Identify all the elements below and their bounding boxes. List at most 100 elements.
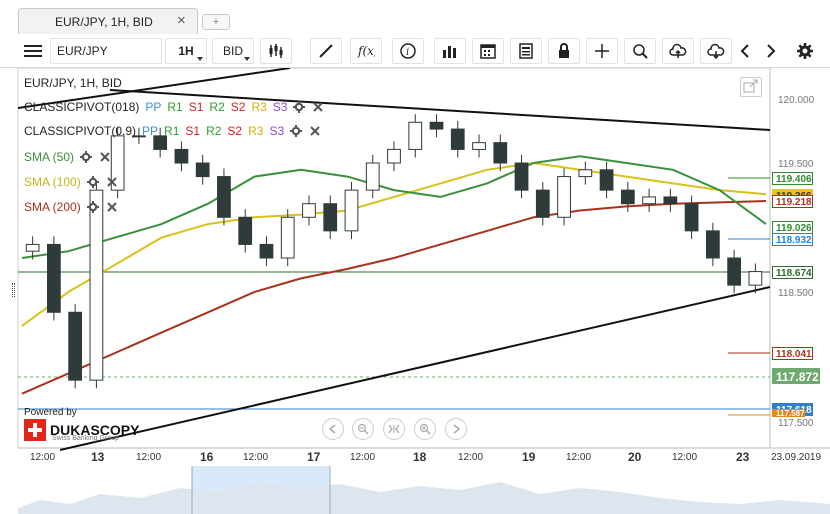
reset-view-button[interactable] [383,418,405,440]
day-label: 16 [200,450,214,464]
gear-icon[interactable] [86,201,99,213]
close-icon[interactable] [313,102,324,112]
candle-body [748,271,763,286]
day-label: 17 [307,450,321,464]
volume-button[interactable] [434,38,466,64]
price-tag-s3: 117.587 [772,409,806,417]
chart-area[interactable]: EUR/JPY, 1H, BID CLASSICPIVOT(018) PP R1… [0,68,830,514]
draw-line-icon [319,44,333,58]
price-tag-last: 118.674 [772,266,813,279]
day-label: 19 [522,450,536,464]
close-icon[interactable] [106,202,117,212]
menu-button[interactable] [18,38,48,64]
crosshair-button[interactable] [586,38,618,64]
chart-tab[interactable]: EUR/JPY, 1H, BID × [18,8,198,34]
sma100-label: SMA (100) [24,175,81,189]
candle-body [68,311,83,381]
gear-icon[interactable] [80,151,93,163]
pivot1-s1: S1 [188,100,204,114]
candle-body [302,203,316,218]
prev-button[interactable] [734,38,756,64]
candle-body [450,128,465,150]
pivot2-r3: R3 [248,124,264,138]
crosshair-icon [595,44,609,58]
lock-button[interactable] [548,38,580,64]
report-button[interactable] [510,38,542,64]
symbol-selector[interactable]: EUR/JPY [50,38,162,64]
sma50-line [21,155,767,259]
pivot1-s2: S2 [230,100,246,114]
legend-sma200[interactable]: SMA (200) [24,200,117,214]
popout-button[interactable] [740,77,762,97]
dropdown-arrow-icon [197,57,203,61]
day-label: 20 [628,450,642,464]
close-icon[interactable] [310,126,320,136]
scroll-right-icon [453,424,461,434]
tab-close-icon[interactable]: × [177,12,186,29]
candle-body [47,243,61,313]
price-tag-r1: 119.406 [772,172,813,185]
scroll-left-button[interactable] [322,418,344,440]
calendar-button[interactable] [472,38,504,64]
info-icon: i [400,43,416,59]
price-tick: 119.500 [778,159,814,170]
zoom-button[interactable] [624,38,656,64]
info-button[interactable]: i [392,38,424,64]
candle-body [429,121,444,130]
candle-body [174,148,189,164]
pivot2-s2: S2 [227,124,243,138]
settings-button[interactable] [792,38,818,64]
pivot2-s1: S1 [185,124,201,138]
price-side-selector[interactable]: BID [212,38,254,64]
pivot1-r3: R3 [251,100,267,114]
zoom-in-button[interactable] [414,418,436,440]
svg-text:f(x): f(x) [357,44,375,58]
price-tag-pp: 118.932 [772,233,813,246]
close-icon[interactable] [106,177,117,187]
settings-icon [797,43,813,59]
symbol-value: EUR/JPY [57,44,108,58]
price-chart[interactable] [0,68,830,514]
download-button[interactable] [700,38,732,64]
next-button[interactable] [760,38,782,64]
price-tag-s1: 118.041 [772,347,813,360]
draw-line-button[interactable] [310,38,342,64]
pivot2-r2: R2 [206,124,222,138]
zoom-out-icon [357,423,369,435]
scroll-right-button[interactable] [445,418,467,440]
time-label: 12:00 [243,452,269,463]
chart-resize-handle[interactable] [12,283,15,297]
period-selector[interactable]: 1H [165,38,207,64]
gear-icon[interactable] [293,101,306,113]
dropdown-arrow-icon [244,57,250,61]
candle-body [620,189,635,205]
function-button[interactable]: f(x) [350,38,382,64]
candle-body [132,135,146,138]
upload-button[interactable] [662,38,694,64]
zoom-out-button[interactable] [352,418,374,440]
legend-sma50[interactable]: SMA (50) [24,150,110,164]
candle-body [259,243,274,259]
add-tab-button[interactable]: + [202,14,230,30]
time-label: 12:00 [30,452,56,463]
legend-pivot1[interactable]: CLASSICPIVOT(018) PP R1 S1 R2 S2 R3 S3 [24,100,324,114]
candle-body [195,162,210,178]
calendar-icon [480,44,496,59]
candle-body [599,169,614,191]
candle-body [280,216,295,259]
lock-icon [559,43,569,58]
candle-type-button[interactable] [260,38,292,64]
candle-body [25,243,40,252]
gear-icon[interactable] [290,125,303,137]
date-label: 23.09.2019 [771,452,822,463]
pivot1-r1: R1 [167,100,183,114]
close-icon[interactable] [100,152,110,162]
legend-pivot2[interactable]: CLASSICPIVOT(0.9) PP R1 S1 R2 S2 R3 S3 [24,124,320,138]
powered-by-label: Powered by [24,407,77,418]
trendline-upper-left [17,68,291,109]
gear-icon[interactable] [86,176,99,188]
sma50-label: SMA (50) [24,150,75,164]
legend-sma100[interactable]: SMA (100) [24,175,117,189]
pivot2-s3: S3 [269,124,285,138]
